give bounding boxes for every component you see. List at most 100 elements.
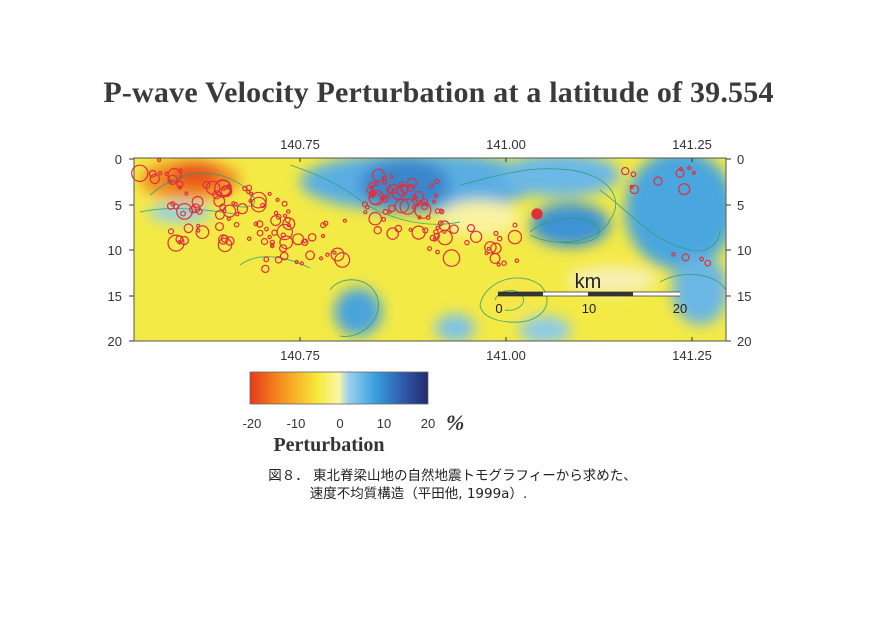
hypocenter-marker <box>507 229 523 245</box>
hypocenter-marker <box>438 208 444 213</box>
hypocenter-marker <box>629 184 634 190</box>
hypocenter-marker <box>183 223 194 234</box>
hypocenter-marker <box>256 220 264 228</box>
hypocenter-marker <box>464 239 470 246</box>
hypocenter-marker <box>148 169 157 178</box>
lon-tick-bottom: 140.75 <box>280 348 320 363</box>
hypocenter-marker <box>630 171 637 178</box>
lon-tick-top: 140.75 <box>280 137 320 152</box>
hypocenter-marker <box>421 203 429 211</box>
hypocenter-marker <box>301 238 309 246</box>
velocity-field <box>134 158 726 341</box>
hypocenter-marker <box>271 229 278 236</box>
depth-tick-right: 15 <box>737 289 751 304</box>
hypocenter-marker <box>319 256 324 261</box>
hypocenter-marker <box>177 185 183 190</box>
hypocenter-marker <box>215 222 225 232</box>
hypocenter-marker <box>195 225 210 240</box>
hypocenter-marker <box>435 225 440 230</box>
colorbar-tick: -20 <box>243 416 262 431</box>
hypocenter-marker <box>433 232 441 240</box>
hypocenter-marker <box>428 183 434 189</box>
hypocenter-marker <box>330 247 345 262</box>
hypocenter-marker <box>373 225 382 235</box>
scale-bar-unit: km <box>575 271 602 293</box>
hypocenter-marker <box>433 229 439 235</box>
hypocenter-marker <box>414 201 432 219</box>
hypocenter-marker <box>231 201 236 206</box>
hypocenter-marker <box>678 166 684 172</box>
hypocenter-marker <box>279 244 288 253</box>
hypocenter-marker <box>246 236 252 242</box>
hypocenter-marker <box>374 181 380 187</box>
hypocenter-marker <box>496 262 501 267</box>
hypocenter-marker <box>263 256 270 263</box>
hypocenter-marker <box>170 201 176 207</box>
hypocenter-marker <box>167 228 175 235</box>
hypocenter-marker <box>437 220 444 227</box>
hypocenter-marker <box>493 230 499 236</box>
hypocenter-marker <box>220 185 233 198</box>
hypocenter-marker <box>687 165 692 171</box>
figure-title: P-wave Velocity Perturbation at a latitu… <box>103 76 774 109</box>
hypocenter-marker <box>260 237 269 246</box>
hypocenter-marker <box>368 211 382 226</box>
colorbar-title: Perturbation <box>273 434 384 456</box>
hypocenter-marker <box>234 211 240 217</box>
hypocenter-marker <box>394 198 410 214</box>
hypocenter-marker <box>253 221 259 227</box>
hypocenter-marker <box>389 174 394 179</box>
hypocenter-marker <box>396 184 409 197</box>
hypocenter-marker <box>681 253 690 262</box>
hypocenter-marker <box>196 228 201 233</box>
hypocenter-marker <box>225 236 235 246</box>
hypocenter-marker <box>501 260 507 267</box>
hypocenter-marker <box>514 258 520 264</box>
hypocenter-marker <box>361 201 369 208</box>
hypocenter-marker <box>285 209 291 214</box>
caption-line-1: 図８． 東北脊梁山地の自然地震トモグラフィーから求めた、 <box>268 468 637 484</box>
depth-tick-right: 0 <box>737 152 744 167</box>
hypocenter-marker <box>214 209 225 220</box>
lon-tick-top: 141.25 <box>672 137 712 152</box>
hypocenter-marker <box>406 177 417 188</box>
hypocenter-marker <box>236 203 248 215</box>
hypocenter-marker <box>280 232 286 238</box>
hypocenter-marker <box>250 196 267 213</box>
depth-tick-left: 20 <box>108 334 122 349</box>
hypocenter-marker <box>283 213 288 218</box>
hypocenter-marker <box>233 221 240 228</box>
scale-bar: km 0 10 20 <box>495 271 687 316</box>
hypocenter-marker <box>449 224 459 234</box>
caption-line-2: 速度不均質構造（平田他, 1999a）. <box>309 486 528 502</box>
hypocenter-marker <box>386 186 394 194</box>
hypocenter-marker <box>386 227 399 240</box>
colorbar: -20 -10 0 10 20 % Perturbation <box>243 371 464 456</box>
depth-tick-left: 10 <box>108 243 122 258</box>
hypocenter-marker <box>250 191 267 209</box>
hypocenter-marker <box>371 192 377 197</box>
hypocenter-marker <box>167 234 185 252</box>
hypocenter-marker <box>267 234 272 240</box>
hypocenter-marker <box>299 261 304 266</box>
hypocenter-marker <box>371 168 385 182</box>
hypocenter-marker <box>275 197 280 202</box>
hypocenter-marker <box>167 174 178 185</box>
hypocenter-marker <box>195 207 203 215</box>
scale-bar-label: 10 <box>582 301 596 316</box>
hypocenter-marker <box>653 176 663 186</box>
hypocenter-marker <box>691 170 697 175</box>
colorbar-unit: % <box>446 410 464 435</box>
hypocenter-marker <box>433 193 439 199</box>
hypocenter-marker <box>270 242 275 247</box>
hypocenter-marker <box>294 259 299 265</box>
hypocenter-marker <box>264 226 269 232</box>
hypocenter-marker <box>398 181 406 188</box>
depth-tick-left: 0 <box>115 152 122 167</box>
hypocenter-marker <box>678 183 691 196</box>
hypocenter-marker <box>399 198 416 215</box>
hypocenter-marker <box>432 199 437 204</box>
depth-tick-right: 20 <box>737 334 751 349</box>
hypocenter-marker <box>221 186 227 191</box>
